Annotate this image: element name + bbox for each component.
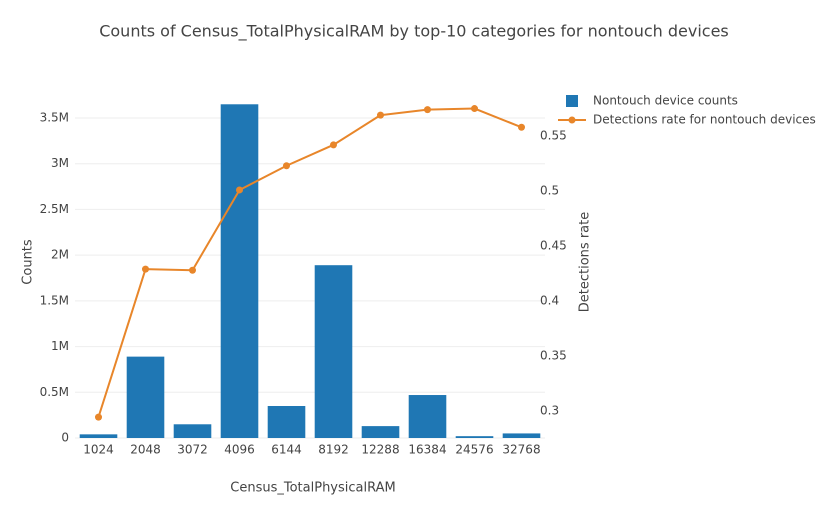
y2-tick-label: 0.45	[540, 239, 567, 253]
marker	[283, 162, 290, 170]
bar	[502, 433, 541, 438]
x-tick-label: 12288	[361, 443, 399, 457]
marker	[330, 141, 337, 149]
legend-swatch	[566, 95, 578, 107]
bar	[267, 406, 306, 438]
y2-tick-label: 0.4	[540, 294, 559, 308]
bar	[314, 265, 353, 438]
marker	[236, 186, 243, 194]
marker	[95, 413, 102, 421]
marker	[424, 106, 431, 114]
bar	[361, 426, 400, 438]
legend-label: Nontouch device counts	[593, 94, 738, 108]
y-tick-label: 3.5M	[40, 111, 69, 125]
x-tick-label: 3072	[177, 443, 208, 457]
y2-tick-label: 0.35	[540, 349, 567, 363]
x-tick-label: 32768	[502, 443, 540, 457]
legend-swatch	[568, 116, 576, 124]
x-tick-label: 24576	[455, 443, 493, 457]
y-tick-label: 1.5M	[40, 293, 69, 307]
x-tick-label: 8192	[318, 443, 349, 457]
y-tick-label: 3M	[51, 156, 69, 170]
bar	[408, 395, 447, 438]
bar	[79, 434, 118, 438]
y-tick-label: 2.5M	[40, 202, 69, 216]
y-tick-label: 1M	[51, 339, 69, 353]
x-tick-label: 2048	[130, 443, 161, 457]
y-tick-label: 2M	[51, 248, 69, 262]
bar	[126, 356, 165, 438]
y-tick-label: 0	[61, 431, 69, 445]
y2-tick-label: 0.55	[540, 129, 567, 143]
bar	[220, 104, 259, 439]
y2-tick-label: 0.3	[540, 404, 559, 418]
bar	[173, 424, 212, 438]
x-axis-title: Census_TotalPhysicalRAM	[230, 481, 395, 496]
marker	[189, 266, 196, 274]
chart-title: Counts of Census_TotalPhysicalRAM by top…	[99, 22, 729, 42]
x-tick-label: 6144	[271, 443, 302, 457]
marker	[471, 105, 478, 113]
marker	[377, 111, 384, 119]
y-tick-label: 0.5M	[40, 385, 69, 399]
marker	[518, 123, 525, 131]
x-tick-label: 4096	[224, 443, 255, 457]
bar	[455, 436, 494, 438]
y-axis-title: Counts	[21, 239, 36, 285]
x-tick-label: 16384	[408, 443, 446, 457]
marker	[142, 265, 149, 273]
x-tick-label: 1024	[83, 443, 114, 457]
legend-label: Detections rate for nontouch devices	[593, 113, 816, 127]
y2-axis-title: Detections rate	[578, 212, 593, 312]
line	[97, 107, 522, 418]
y2-tick-label: 0.5	[540, 184, 559, 198]
